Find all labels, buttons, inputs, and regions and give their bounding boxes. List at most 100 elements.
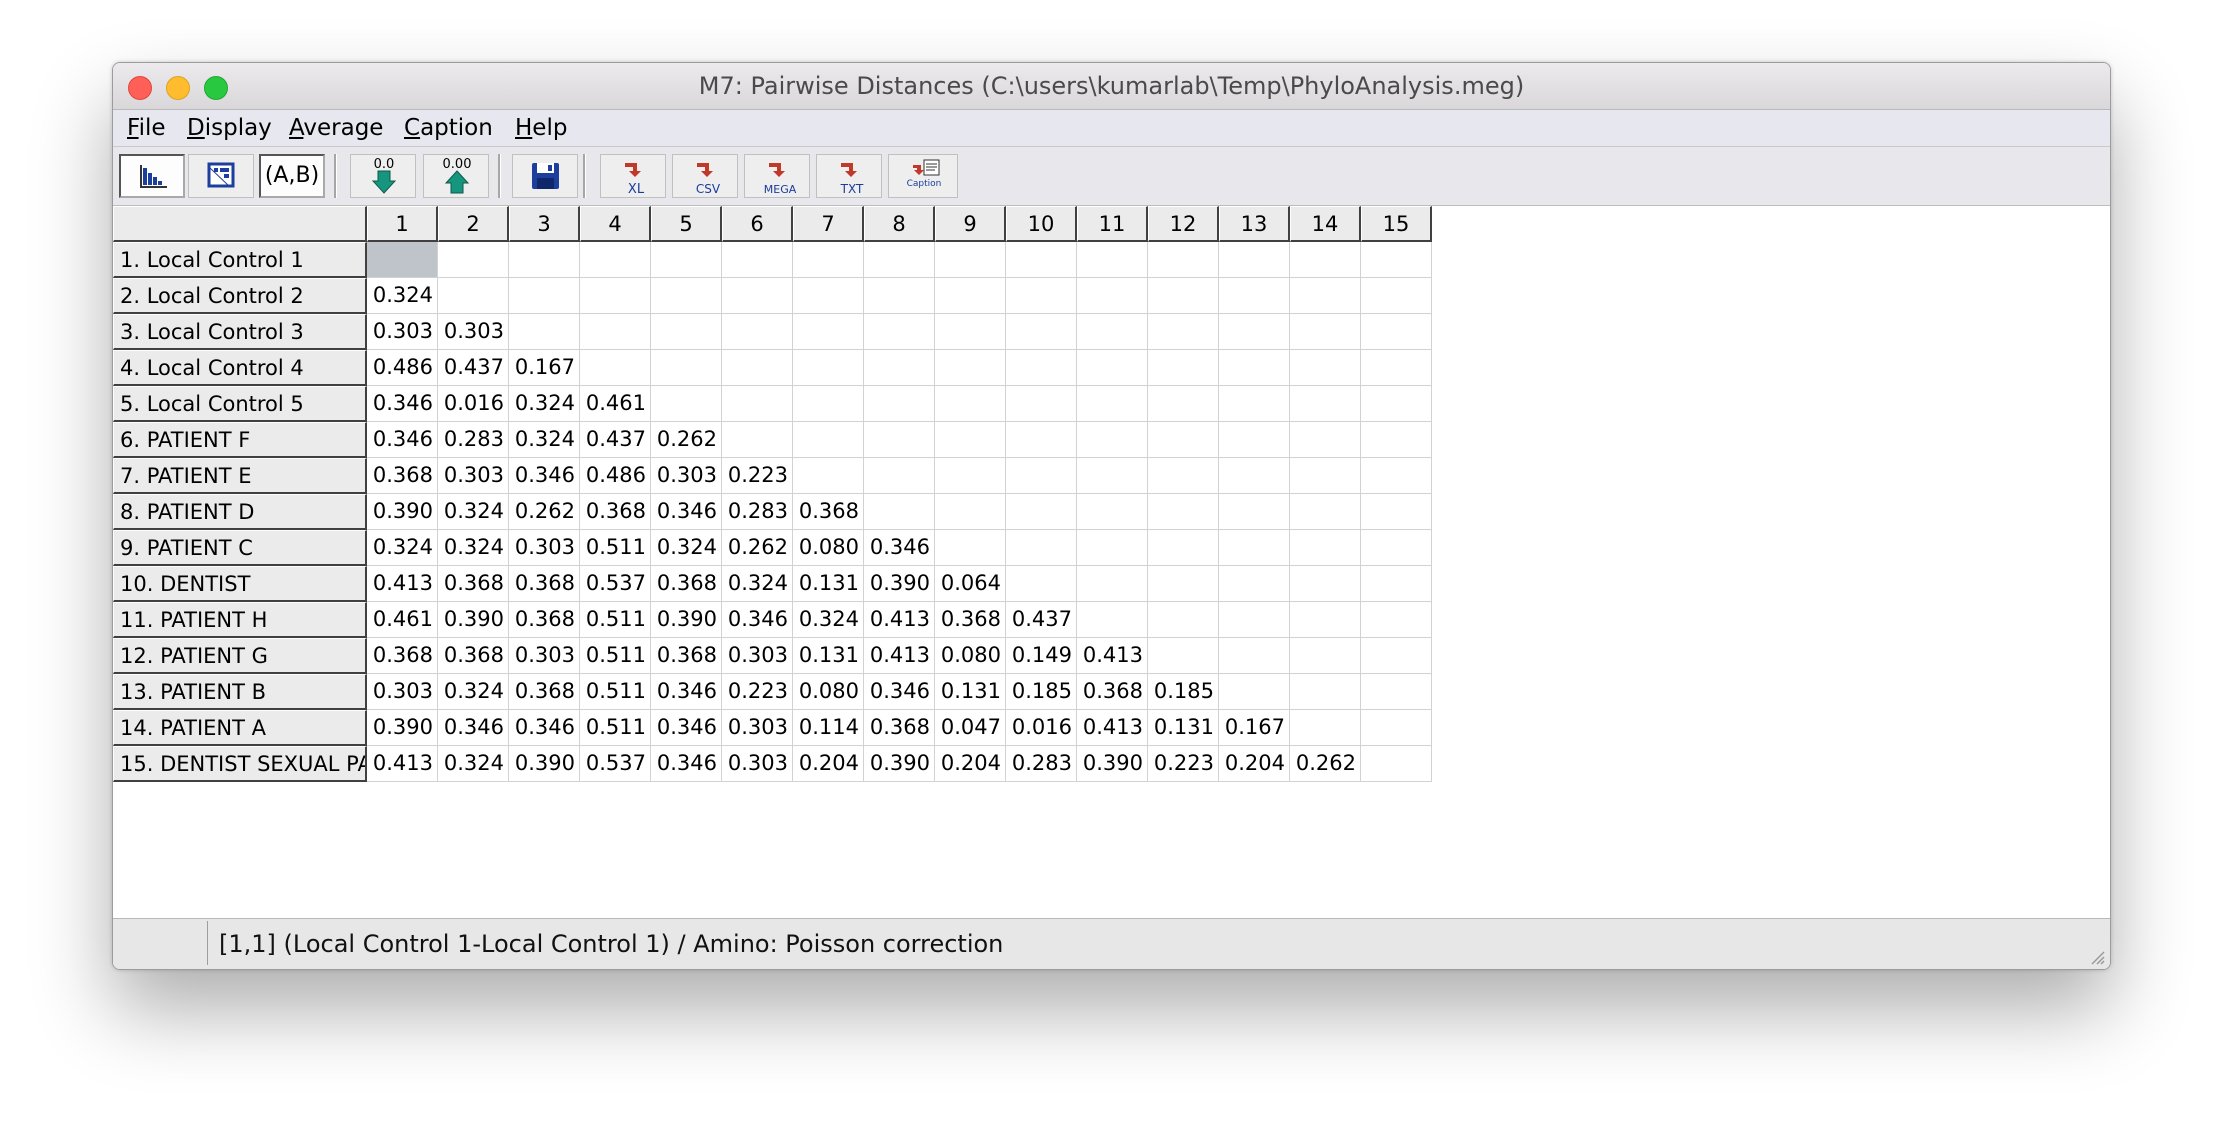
matrix-cell[interactable]: 0.324 (367, 278, 438, 314)
matrix-cell[interactable]: 0.390 (367, 710, 438, 746)
matrix-cell[interactable] (1219, 566, 1290, 602)
matrix-cell[interactable] (1148, 350, 1219, 386)
matrix-cell[interactable] (1077, 494, 1148, 530)
matrix-cell[interactable] (1361, 494, 1432, 530)
matrix-cell[interactable] (1148, 494, 1219, 530)
column-header[interactable]: 4 (580, 206, 651, 242)
matrix-cell[interactable] (1148, 602, 1219, 638)
matrix-cell[interactable] (1361, 314, 1432, 350)
matrix-cell[interactable] (509, 314, 580, 350)
matrix-cell[interactable] (1361, 602, 1432, 638)
matrix-cell[interactable]: 0.368 (438, 638, 509, 674)
row-header[interactable]: 13. PATIENT B (113, 674, 367, 710)
matrix-cell[interactable] (651, 242, 722, 278)
matrix-cell[interactable]: 0.437 (438, 350, 509, 386)
export-mega-button[interactable]: MEGA (744, 154, 810, 198)
matrix-cell[interactable]: 0.064 (935, 566, 1006, 602)
matrix-cell[interactable]: 0.461 (580, 386, 651, 422)
matrix-cell[interactable] (864, 242, 935, 278)
matrix-cell[interactable] (1290, 710, 1361, 746)
matrix-cell[interactable] (1361, 278, 1432, 314)
matrix-cell[interactable] (1219, 530, 1290, 566)
matrix-cell[interactable] (1077, 602, 1148, 638)
matrix-cell[interactable]: 0.167 (509, 350, 580, 386)
matrix-cell[interactable]: 0.016 (1006, 710, 1077, 746)
matrix-cell[interactable] (1006, 278, 1077, 314)
matrix-cell[interactable]: 0.346 (651, 494, 722, 530)
row-header[interactable]: 10. DENTIST (113, 566, 367, 602)
matrix-cell[interactable]: 0.346 (509, 710, 580, 746)
matrix-cell[interactable] (1290, 422, 1361, 458)
matrix-cell[interactable]: 0.511 (580, 530, 651, 566)
selected-matrix-cell[interactable] (367, 242, 438, 278)
row-header[interactable]: 3. Local Control 3 (113, 314, 367, 350)
matrix-cell[interactable]: 0.413 (367, 746, 438, 782)
menu-display[interactable]: Display (187, 115, 272, 141)
column-header[interactable]: 3 (509, 206, 580, 242)
column-header[interactable]: 11 (1077, 206, 1148, 242)
matrix-cell[interactable] (1006, 242, 1077, 278)
matrix-cell[interactable]: 0.185 (1148, 674, 1219, 710)
resize-grip-icon[interactable] (2088, 948, 2106, 966)
matrix-cell[interactable] (1006, 422, 1077, 458)
matrix-cell[interactable]: 0.324 (509, 386, 580, 422)
matrix-cell[interactable] (935, 314, 1006, 350)
matrix-cell[interactable]: 0.080 (793, 674, 864, 710)
matrix-cell[interactable] (580, 242, 651, 278)
column-header[interactable]: 2 (438, 206, 509, 242)
matrix-cell[interactable]: 0.303 (722, 710, 793, 746)
matrix-cell[interactable]: 0.413 (864, 602, 935, 638)
matrix-cell[interactable] (935, 242, 1006, 278)
matrix-cell[interactable]: 0.283 (438, 422, 509, 458)
matrix-cell[interactable] (864, 458, 935, 494)
matrix-cell[interactable]: 0.413 (1077, 710, 1148, 746)
column-header[interactable]: 14 (1290, 206, 1361, 242)
matrix-cell[interactable] (509, 278, 580, 314)
matrix-cell[interactable] (1219, 242, 1290, 278)
matrix-cell[interactable] (1361, 242, 1432, 278)
matrix-cell[interactable] (935, 386, 1006, 422)
matrix-cell[interactable] (1219, 494, 1290, 530)
matrix-cell[interactable] (1148, 242, 1219, 278)
matrix-cell[interactable]: 0.368 (935, 602, 1006, 638)
matrix-cell[interactable] (1219, 458, 1290, 494)
close-window-button[interactable] (128, 76, 152, 100)
matrix-cell[interactable]: 0.080 (935, 638, 1006, 674)
matrix-cell[interactable] (580, 314, 651, 350)
menu-file[interactable]: File (127, 115, 166, 141)
matrix-cell[interactable]: 0.390 (864, 746, 935, 782)
matrix-cell[interactable]: 0.283 (722, 494, 793, 530)
matrix-cell[interactable] (1290, 494, 1361, 530)
matrix-cell[interactable] (1361, 530, 1432, 566)
matrix-cell[interactable] (1006, 530, 1077, 566)
matrix-cell[interactable] (1077, 278, 1148, 314)
row-header[interactable]: 15. DENTIST SEXUAL PARTNER (113, 746, 367, 782)
matrix-cell[interactable]: 0.346 (651, 746, 722, 782)
matrix-cell[interactable] (1077, 458, 1148, 494)
matrix-cell[interactable] (1219, 674, 1290, 710)
matrix-cell[interactable]: 0.185 (1006, 674, 1077, 710)
matrix-cell[interactable] (1077, 350, 1148, 386)
matrix-cell[interactable] (722, 422, 793, 458)
matrix-cell[interactable] (651, 314, 722, 350)
matrix-cell[interactable] (722, 314, 793, 350)
matrix-cell[interactable] (438, 242, 509, 278)
matrix-cell[interactable]: 0.537 (580, 566, 651, 602)
upper-right-matrix-button[interactable] (188, 154, 254, 198)
matrix-cell[interactable]: 0.346 (651, 710, 722, 746)
matrix-cell[interactable]: 0.390 (651, 602, 722, 638)
matrix-cell[interactable]: 0.346 (864, 674, 935, 710)
menu-average[interactable]: Average (289, 115, 384, 141)
matrix-cell[interactable]: 0.324 (509, 422, 580, 458)
matrix-cell[interactable]: 0.303 (651, 458, 722, 494)
matrix-cell[interactable] (722, 242, 793, 278)
lower-left-matrix-button[interactable] (119, 154, 185, 198)
matrix-cell[interactable] (1290, 674, 1361, 710)
matrix-cell[interactable]: 0.016 (438, 386, 509, 422)
matrix-cell[interactable] (1077, 386, 1148, 422)
matrix-cell[interactable]: 0.324 (793, 602, 864, 638)
matrix-cell[interactable] (1290, 638, 1361, 674)
matrix-cell[interactable]: 0.303 (438, 314, 509, 350)
matrix-cell[interactable] (793, 242, 864, 278)
